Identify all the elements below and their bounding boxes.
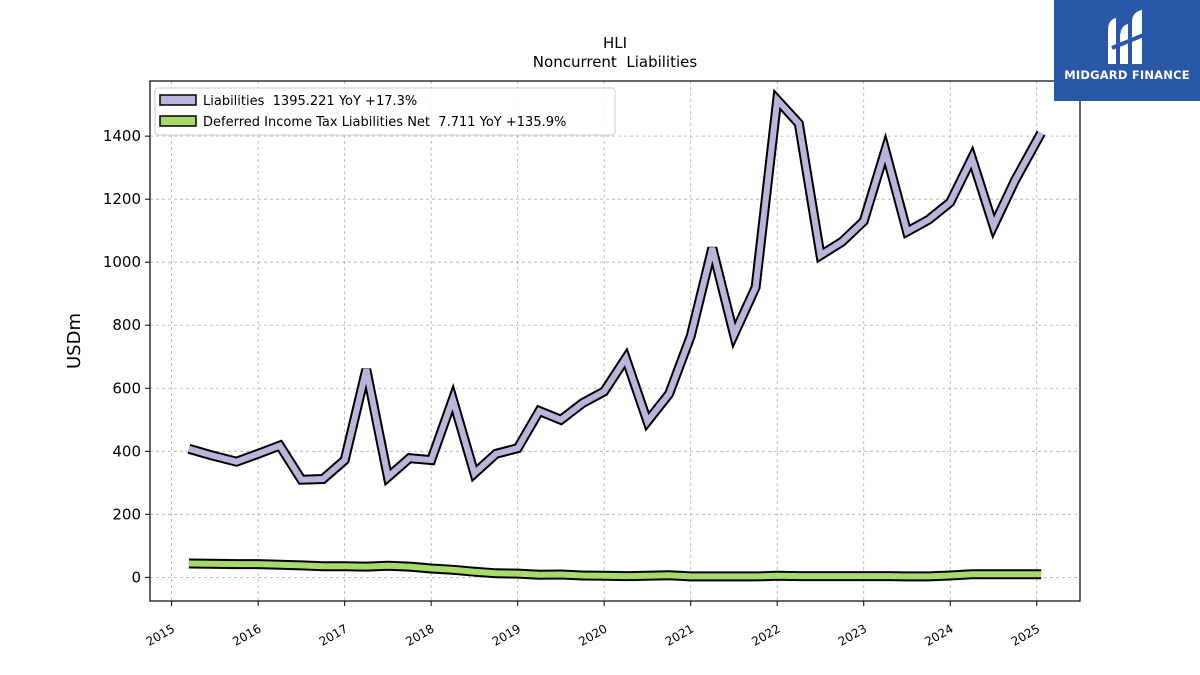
- x-tick-label: 2021: [663, 621, 696, 648]
- series-line-liabilities: [188, 93, 1044, 483]
- x-tick-label: 2018: [403, 621, 436, 648]
- y-tick-label: 1000: [103, 253, 141, 271]
- legend-label-liabilities: Liabilities 1395.221 YoY +17.3%: [203, 94, 417, 109]
- x-tick-label: 2025: [1009, 621, 1042, 648]
- y-axis-label: USDm: [64, 313, 85, 369]
- logo-text: MIDGARD FINANCE: [1064, 68, 1190, 82]
- legend-label-deferred-tax: Deferred Income Tax Liabilities Net 7.71…: [203, 115, 566, 130]
- logo-mark-icon: [1108, 10, 1147, 64]
- series-layer: [187, 88, 1046, 582]
- chart-title: HLI: [603, 34, 627, 52]
- y-tick-label: 1400: [103, 127, 141, 145]
- series-line-deferred-tax: [188, 560, 1042, 580]
- y-tick-label: 800: [112, 316, 141, 334]
- y-tick-label: 1200: [103, 190, 141, 208]
- x-tick-label: 2015: [144, 621, 177, 648]
- legend-swatch-liabilities: [159, 94, 197, 106]
- y-tick-label: 600: [112, 379, 141, 397]
- y-tick-label: 0: [131, 568, 141, 586]
- legend-swatch-deferred-tax: [159, 115, 197, 127]
- x-tick-label: 2024: [922, 621, 955, 648]
- legend: Liabilities 1395.221 YoY +17.3% Deferred…: [154, 87, 616, 136]
- y-tick-label: 400: [112, 442, 141, 460]
- x-tick-label: 2020: [576, 621, 609, 648]
- grid: [150, 81, 1080, 601]
- x-tick-label: 2019: [490, 621, 523, 648]
- x-tick-label: 2016: [230, 621, 263, 648]
- plot-frame: [149, 80, 1081, 602]
- legend-box: [154, 87, 616, 136]
- midgard-finance-logo: MIDGARD FINANCE: [1054, 0, 1200, 101]
- y-tick-label: 200: [112, 505, 141, 523]
- chart-subtitle: Noncurrent Liabilities: [533, 53, 698, 71]
- x-tick-label: 2017: [317, 621, 350, 648]
- x-tick-label: 2023: [836, 621, 869, 648]
- series-outline-liabilities: [187, 88, 1046, 487]
- x-tick-label: 2022: [749, 621, 782, 648]
